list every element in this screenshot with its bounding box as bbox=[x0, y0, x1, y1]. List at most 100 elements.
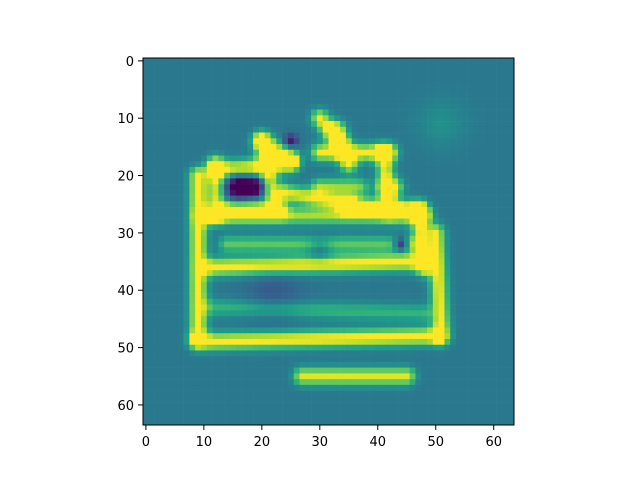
heatmap-cell bbox=[328, 132, 335, 139]
heatmap-cell bbox=[340, 293, 347, 300]
heatmap-cell bbox=[427, 293, 434, 300]
heatmap-cell bbox=[154, 69, 161, 76]
heatmap-cell bbox=[467, 149, 474, 156]
heatmap-cell bbox=[490, 109, 497, 116]
heatmap-cell bbox=[177, 327, 184, 334]
heatmap-cell bbox=[241, 172, 248, 179]
heatmap-cell bbox=[276, 287, 283, 294]
heatmap-cell bbox=[311, 390, 318, 397]
heatmap-cell bbox=[264, 189, 271, 196]
heatmap-cell bbox=[357, 58, 364, 65]
heatmap-cell bbox=[224, 338, 231, 346]
heatmap-cell bbox=[316, 396, 324, 403]
heatmap-cell bbox=[166, 384, 173, 391]
heatmap-cell bbox=[409, 316, 416, 323]
heatmap-cell bbox=[340, 407, 347, 414]
heatmap-cell bbox=[305, 98, 312, 105]
heatmap-cell bbox=[415, 384, 422, 391]
heatmap-cell bbox=[386, 338, 393, 346]
heatmap-cell bbox=[247, 310, 254, 317]
heatmap-cell bbox=[264, 138, 271, 145]
heatmap-cell bbox=[316, 178, 324, 185]
heatmap-cell bbox=[398, 402, 405, 409]
heatmap-cell bbox=[322, 184, 329, 191]
heatmap-cell bbox=[508, 138, 515, 145]
heatmap-cell bbox=[485, 201, 492, 208]
heatmap-cell bbox=[334, 241, 341, 248]
heatmap-cell bbox=[467, 373, 474, 380]
heatmap-cell bbox=[224, 390, 231, 397]
heatmap-cell bbox=[235, 230, 242, 237]
heatmap-cell bbox=[340, 172, 347, 179]
heatmap-cell bbox=[282, 264, 289, 271]
heatmap-cell bbox=[241, 321, 248, 328]
heatmap-cell bbox=[369, 166, 376, 173]
heatmap-cell bbox=[247, 293, 254, 300]
heatmap-cell bbox=[195, 287, 202, 294]
heatmap-cell bbox=[206, 373, 213, 380]
heatmap-cell bbox=[166, 373, 173, 380]
heatmap-cell bbox=[508, 172, 515, 179]
heatmap-cell bbox=[496, 350, 503, 357]
heatmap-cell bbox=[369, 155, 376, 162]
heatmap-cell bbox=[154, 247, 161, 254]
heatmap-cell bbox=[456, 258, 463, 265]
heatmap-cell bbox=[276, 155, 283, 162]
heatmap-cell bbox=[160, 281, 167, 288]
heatmap-cell bbox=[409, 75, 416, 82]
heatmap-cell bbox=[444, 356, 451, 363]
heatmap-cell bbox=[467, 321, 474, 328]
heatmap-cell bbox=[345, 293, 352, 300]
heatmap-cell bbox=[316, 327, 324, 334]
heatmap-cell bbox=[218, 367, 225, 374]
heatmap-cell bbox=[189, 270, 196, 277]
heatmap-cell bbox=[183, 230, 190, 237]
heatmap-cell bbox=[299, 218, 306, 225]
heatmap-cell bbox=[415, 224, 422, 231]
heatmap-cell bbox=[183, 98, 190, 105]
heatmap-cell bbox=[444, 367, 451, 374]
heatmap-cell bbox=[438, 390, 445, 397]
heatmap-cell bbox=[357, 247, 364, 254]
heatmap-cell bbox=[253, 384, 260, 391]
heatmap-cell bbox=[456, 126, 463, 133]
heatmap-cell bbox=[334, 247, 341, 254]
heatmap-cell bbox=[311, 207, 318, 214]
heatmap-cell bbox=[427, 166, 434, 173]
heatmap-cell bbox=[316, 80, 324, 87]
heatmap-cell bbox=[438, 132, 445, 139]
heatmap-cell bbox=[235, 373, 242, 380]
heatmap-cell bbox=[345, 69, 352, 76]
heatmap-cell bbox=[229, 75, 237, 82]
heatmap-cell bbox=[235, 195, 242, 202]
heatmap-cell bbox=[351, 396, 358, 403]
heatmap-cell bbox=[224, 155, 231, 162]
heatmap-cell bbox=[357, 218, 364, 225]
heatmap-cell bbox=[212, 264, 219, 271]
heatmap-cell bbox=[340, 390, 347, 397]
heatmap-cell bbox=[490, 247, 497, 254]
heatmap-cell bbox=[264, 338, 271, 346]
heatmap-cell bbox=[345, 144, 352, 151]
heatmap-cell bbox=[403, 224, 410, 231]
heatmap-cell bbox=[398, 379, 405, 386]
heatmap-cell bbox=[427, 361, 434, 368]
heatmap-cell bbox=[166, 69, 173, 76]
heatmap-cell bbox=[154, 98, 161, 105]
heatmap-cell bbox=[282, 189, 289, 196]
heatmap-cell bbox=[502, 316, 509, 323]
heatmap-cell bbox=[241, 109, 248, 116]
heatmap-cell bbox=[444, 304, 451, 311]
heatmap-cell bbox=[293, 144, 300, 151]
heatmap-cell bbox=[496, 402, 503, 409]
heatmap-cell bbox=[270, 189, 277, 196]
heatmap-cell bbox=[160, 293, 167, 300]
heatmap-cell bbox=[456, 207, 463, 214]
heatmap-cell bbox=[461, 367, 468, 374]
heatmap-cell bbox=[264, 161, 271, 168]
heatmap-cell bbox=[293, 92, 300, 99]
heatmap-cell bbox=[316, 384, 324, 391]
heatmap-cell bbox=[444, 161, 451, 168]
heatmap-cell bbox=[148, 247, 155, 254]
heatmap-cell bbox=[154, 218, 161, 225]
